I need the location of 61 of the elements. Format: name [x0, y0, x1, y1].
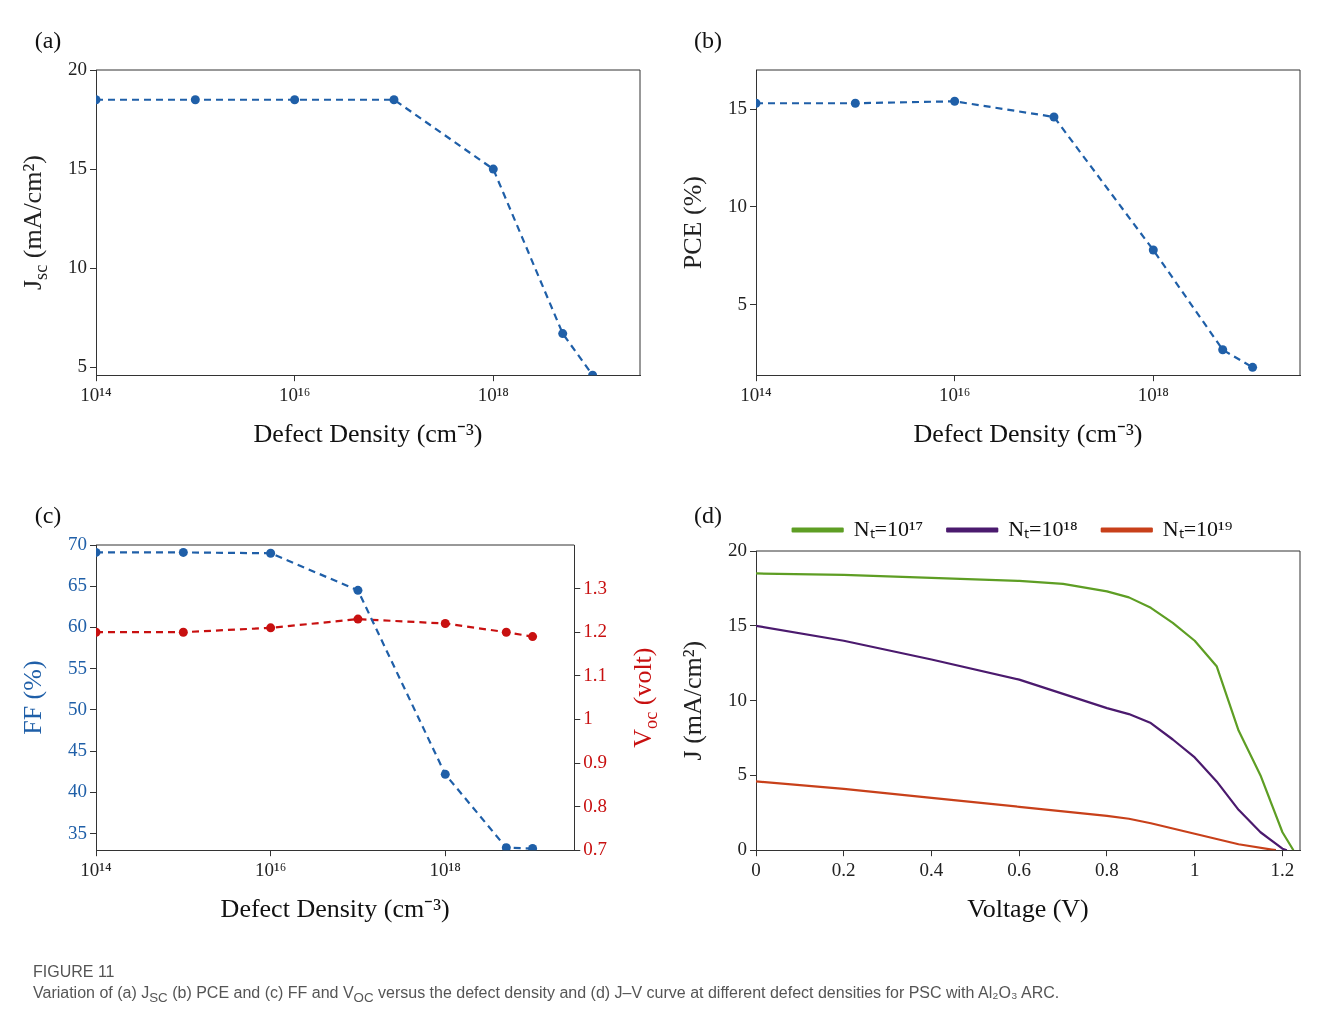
y2-tick-label: 0.9 — [583, 750, 607, 772]
y-tick-label: 35 — [68, 821, 87, 843]
y2-tick-label: 1.1 — [583, 663, 607, 685]
y-axis-title: FF (%) — [17, 660, 47, 735]
x-tick-label: 10¹⁸ — [1137, 383, 1169, 405]
y-tick-label: 20 — [68, 57, 87, 79]
x-tick-label: 10¹⁸ — [477, 383, 509, 405]
x-tick-label: 0.6 — [1007, 858, 1032, 880]
y-tick-label: 0 — [737, 838, 747, 860]
y-tick-label: 60 — [68, 615, 87, 637]
y2-tick-label: 1.2 — [583, 620, 607, 642]
y-tick-label: 50 — [68, 697, 87, 719]
y-axis-title: PCE (%) — [677, 176, 707, 270]
x-tick-label: 0.4 — [919, 858, 944, 880]
y-tick-label: 45 — [68, 739, 87, 761]
x-tick-label: 10¹⁴ — [740, 383, 773, 405]
legend-label: Nₜ=10¹⁹ — [1162, 515, 1233, 541]
x-axis-title: Defect Density (cm⁻³) — [253, 419, 483, 449]
y-tick-label: 10 — [728, 194, 747, 216]
x-axis-title: Defect Density (cm⁻³) — [220, 894, 450, 924]
y-tick-label: 40 — [68, 780, 87, 802]
legend-label: Nₜ=10¹⁷ — [853, 515, 924, 541]
y-tick-label: 5 — [737, 763, 747, 785]
y-axis-title: J (mA/cm²) — [677, 640, 707, 761]
y-axis-title: Jsc (mA/cm²) — [17, 155, 51, 291]
y-tick-label: 20 — [728, 538, 747, 560]
y-tick-label: 15 — [728, 613, 747, 635]
y-tick-label: 65 — [68, 574, 87, 596]
chart-title: (a) — [34, 27, 62, 54]
y-tick-label: 55 — [68, 656, 87, 678]
x-tick-label: 1.2 — [1270, 858, 1295, 880]
y-tick-label: 70 — [68, 532, 87, 554]
x-tick-label: 10¹⁶ — [938, 383, 971, 405]
y-tick-label: 10 — [68, 256, 87, 278]
x-tick-label: 10¹⁶ — [254, 858, 287, 880]
x-tick-label: 0.2 — [831, 858, 856, 880]
y-tick-label: 5 — [737, 292, 747, 314]
y2-tick-label: 1.3 — [583, 576, 607, 598]
x-tick-label: 1 — [1189, 858, 1200, 880]
chart-title: (d) — [694, 502, 722, 529]
chart-title: (b) — [694, 27, 722, 54]
caption: FIGURE 11 — [33, 962, 116, 982]
y2-tick-label: 0.7 — [583, 838, 607, 860]
x-tick-label: 0 — [751, 858, 761, 880]
legend-label: Nₜ=10¹⁸ — [1008, 515, 1078, 541]
x-tick-label: 10¹⁴ — [80, 383, 113, 405]
y-tick-label: 5 — [77, 355, 87, 377]
y-tick-label: 15 — [728, 97, 747, 119]
y2-axis-title: Voc (volt) — [628, 647, 661, 748]
y-tick-label: 10 — [728, 688, 747, 710]
x-tick-label: 10¹⁴ — [80, 858, 113, 880]
text: Variation of (a) J$_{SC}$ (b) PCE and (c) FF and V$_{OC}$ versus the defect density and (d) J–V curve at different defect densities for PSC with Al₂O₃ ARC. — [33, 982, 1061, 1007]
chart-title: (c) — [34, 502, 62, 529]
y2-tick-label: 0.8 — [583, 794, 607, 816]
x-tick-label: 0.8 — [1095, 858, 1119, 880]
y-tick-label: 15 — [68, 157, 87, 179]
x-tick-label: 10¹⁶ — [278, 383, 311, 405]
y2-tick-label: 1 — [583, 707, 593, 729]
x-tick-label: 10¹⁸ — [429, 858, 461, 880]
x-axis-title: Defect Density (cm⁻³) — [913, 419, 1143, 449]
x-axis-title: Voltage (V) — [967, 894, 1089, 924]
